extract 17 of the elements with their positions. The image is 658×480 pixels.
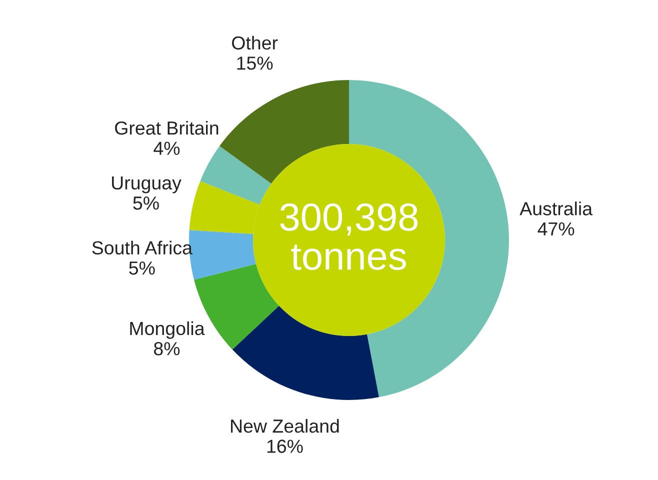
data-label: 5% (133, 196, 159, 210)
donut-slice (220, 80, 349, 184)
data-label: 4% (154, 142, 180, 155)
data-label: 8% (154, 342, 180, 356)
donut-slice (232, 306, 379, 400)
slice-label: Australia (520, 202, 593, 216)
slice-label: Great Britain (115, 120, 218, 135)
slice-label: Mongolia (130, 321, 205, 339)
slice-label: New Zealand (231, 418, 339, 433)
text: 300,398 tonnes (280, 203, 418, 270)
data-label: 5% (129, 262, 155, 275)
data-label: 15% (237, 56, 273, 70)
slice-label: Uruguay (112, 176, 182, 194)
slice-label: Other (232, 36, 278, 50)
donut-slice (200, 146, 272, 205)
data-label: 16% (267, 440, 303, 453)
data-label: 47% (538, 222, 574, 236)
